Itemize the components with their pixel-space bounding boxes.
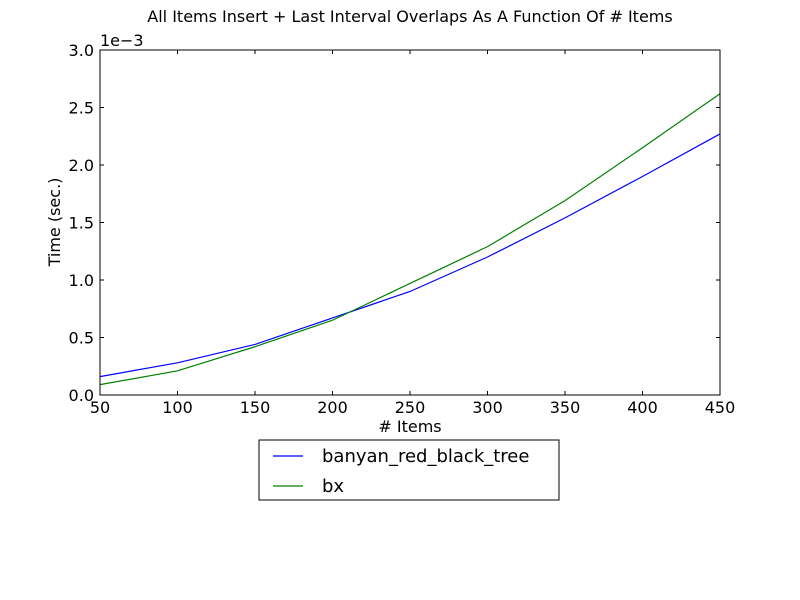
y-tick-label: 1.5 [69,214,94,233]
x-tick-label: 150 [240,398,271,417]
x-tick-label: 300 [472,398,503,417]
legend-box [258,439,560,501]
x-tick-label: 450 [705,398,736,417]
y-tick-label: 2.0 [69,156,94,175]
chart-title: All Items Insert + Last Interval Overlap… [147,7,672,26]
y-axis-offset-label: 1e−3 [100,31,144,50]
y-tick-label: 3.0 [69,41,94,60]
y-axis-label: Time (sec.) [45,178,64,268]
series-line-0 [99,133,721,378]
x-tick-label: 100 [162,398,193,417]
legend-label-1: bx [322,476,344,497]
tick-layer: 50 100 150 200 250 300 350 400 450 0.0 0.5 1.0 1.5 2.… [69,41,736,417]
y-tick-label: 2.5 [69,99,94,118]
x-axis-label: # Items [378,417,441,436]
series-line-1 [99,93,721,386]
y-tick-label: 0.0 [69,386,94,405]
x-tick-label: 50 [90,398,110,417]
plot-area-frame [99,49,721,396]
series-layer [99,93,721,386]
legend-label-0: banyan_red_black_tree [322,446,529,467]
x-tick-label: 350 [550,398,581,417]
x-tick-label: 200 [317,398,348,417]
x-tick-label: 250 [395,398,426,417]
x-tick-label: 400 [627,398,658,417]
y-tick-label: 1.0 [69,271,94,290]
y-tick-label: 0.5 [69,329,94,348]
